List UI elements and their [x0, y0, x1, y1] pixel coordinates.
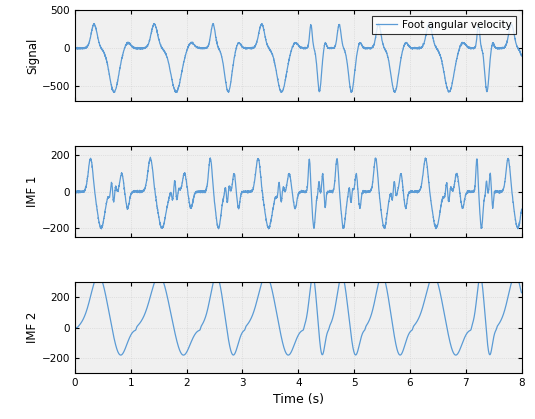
Y-axis label: Signal: Signal — [26, 38, 39, 74]
Y-axis label: IMF 2: IMF 2 — [26, 312, 39, 343]
Y-axis label: IMF 1: IMF 1 — [26, 176, 39, 207]
Legend: Foot angular velocity: Foot angular velocity — [372, 16, 516, 34]
X-axis label: Time (s): Time (s) — [273, 393, 324, 406]
